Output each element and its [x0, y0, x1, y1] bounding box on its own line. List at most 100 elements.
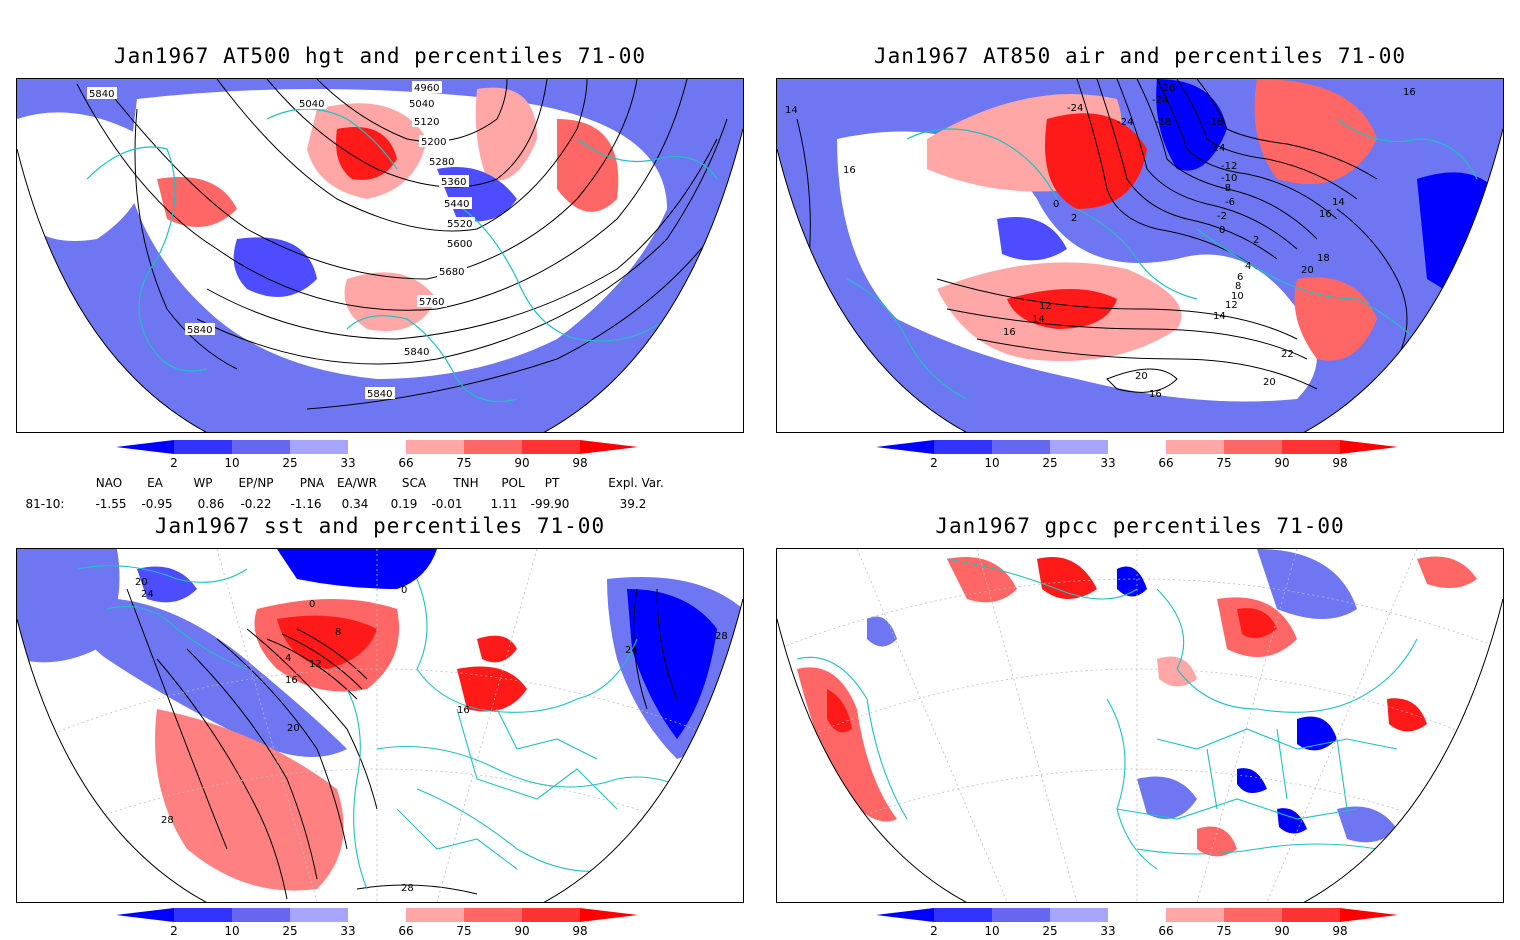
indices-header-row: NAO EA WP EP/NP PNA EA/WR SCA TNH POL PT… — [0, 476, 760, 492]
svg-text:5680: 5680 — [439, 267, 464, 278]
indices-value-row: 81-10: -1.55 -0.95 0.86 -0.22 -1.16 0.34… — [0, 497, 760, 513]
svg-text:0: 0 — [401, 585, 407, 596]
colorbar-tick-label: 98 — [572, 456, 587, 470]
colorbar-tick-label: 98 — [572, 924, 587, 938]
shading-positive-northeast — [1254, 79, 1377, 184]
colorbar-tick-label: 33 — [1100, 456, 1115, 470]
svg-text:28: 28 — [161, 815, 174, 826]
svg-text:0: 0 — [1219, 225, 1225, 236]
index-value-pol: 1.11 — [490, 497, 518, 511]
contour-labels: 5840 5040 4960 5040 5120 5200 5280 5360 … — [87, 81, 475, 400]
index-value-expl-var: 39.2 — [619, 497, 647, 511]
shading-strong-positive-central — [1007, 289, 1117, 329]
svg-text:16: 16 — [843, 165, 856, 176]
svg-text:-24: -24 — [1152, 95, 1168, 106]
colorbar-segment — [232, 908, 290, 922]
hemisphere-edge — [777, 598, 1503, 902]
coastlines — [846, 118, 1478, 400]
colorbar-segment — [1224, 908, 1282, 922]
graticule — [777, 549, 1503, 902]
colorbar-segment — [1050, 908, 1108, 922]
svg-text:6: 6 — [1237, 272, 1243, 283]
svg-text:20: 20 — [1263, 377, 1276, 388]
colorbar-tick-label: 98 — [1332, 924, 1347, 938]
svg-text:16: 16 — [285, 675, 298, 686]
colorbar-segment — [464, 440, 522, 454]
index-header-tnh: TNH — [453, 476, 479, 490]
svg-text:5840: 5840 — [89, 89, 114, 100]
svg-text:0: 0 — [1053, 199, 1059, 210]
colorbar-segment — [1108, 908, 1166, 922]
svg-text:10: 10 — [1231, 291, 1244, 302]
colorbar-tick-label: 66 — [1158, 924, 1173, 938]
coastlines-and-borders — [796, 558, 1418, 870]
svg-text:16: 16 — [1003, 327, 1016, 338]
colorbar-segment — [348, 908, 406, 922]
map-panel-hgt500: 5840 5040 4960 5040 5120 5200 5280 5360 … — [16, 78, 744, 433]
map-panel-sst: 24 20 0 0 4 8 12 16 20 24 28 28 28 16 — [16, 548, 744, 903]
svg-text:4: 4 — [285, 653, 291, 664]
hemisphere-edge — [17, 598, 743, 902]
index-header-pol: POL — [501, 476, 525, 490]
svg-text:-14: -14 — [1209, 143, 1225, 154]
svg-text:12: 12 — [1039, 301, 1052, 312]
index-header-eawr: EA/WR — [336, 476, 378, 490]
shading-strong-negative-north — [1156, 79, 1227, 171]
colorbar-segment — [1166, 440, 1224, 454]
hemisphere-edge — [17, 128, 743, 432]
svg-text:5840: 5840 — [187, 325, 212, 336]
colorbar-segment — [1166, 908, 1224, 922]
index-header-sca: SCA — [401, 476, 427, 490]
colorbar-segment — [876, 908, 934, 922]
svg-text:20: 20 — [1301, 265, 1314, 276]
shading-strong-negative-east — [627, 589, 717, 739]
map-hgt500: 5840 5040 4960 5040 5120 5200 5280 5360 … — [17, 79, 743, 432]
svg-text:28: 28 — [401, 883, 414, 894]
map-panel-gpcc — [776, 548, 1504, 903]
svg-text:4: 4 — [1245, 261, 1251, 272]
svg-text:5120: 5120 — [414, 117, 439, 128]
index-header-expl-var: Expl. Var. — [608, 476, 664, 490]
index-header-wp: WP — [193, 476, 213, 490]
svg-text:-12: -12 — [1221, 161, 1237, 172]
shading-strong-positive — [336, 127, 397, 180]
colorbar-tick-label: 33 — [1100, 924, 1115, 938]
svg-text:5360: 5360 — [441, 177, 466, 188]
colorbar-segment — [934, 440, 992, 454]
svg-text:16: 16 — [1149, 389, 1162, 400]
panel-title-gpcc: Jan1967 gpcc percentiles 71-00 — [935, 514, 1345, 538]
colorbar-tick-label: 25 — [1042, 456, 1057, 470]
colorbar-tick-label: 2 — [930, 456, 938, 470]
svg-text:-18: -18 — [1207, 117, 1223, 128]
svg-text:5840: 5840 — [404, 347, 429, 358]
height-contours — [76, 79, 728, 410]
svg-text:5760: 5760 — [419, 297, 444, 308]
colorbar-tick-label: 90 — [514, 456, 529, 470]
colorbar-segment — [1282, 440, 1340, 454]
colorbar-tick-label: 2 — [170, 924, 178, 938]
svg-text:20: 20 — [1135, 371, 1148, 382]
indices-row-label: 81-10: — [25, 497, 65, 511]
colorbar-segment — [174, 440, 232, 454]
colorbar-segment — [992, 908, 1050, 922]
svg-text:-24: -24 — [1117, 117, 1133, 128]
svg-text:22: 22 — [1281, 349, 1294, 360]
svg-text:-2: -2 — [1217, 211, 1227, 222]
shading-positive-north — [475, 87, 537, 181]
map-air850: 14 16 -24 -26 -24 -24 -18 -18 -14 -12 -1… — [777, 79, 1503, 432]
colorbar-segment — [406, 440, 464, 454]
svg-text:14: 14 — [1332, 197, 1345, 208]
colorbar-segment — [1340, 908, 1398, 922]
colorbar-segment — [406, 908, 464, 922]
svg-text:5840: 5840 — [367, 389, 392, 400]
index-header-epnp: EP/NP — [238, 476, 274, 490]
index-header-nao: NAO — [95, 476, 123, 490]
colorbar-segment — [934, 908, 992, 922]
shading-negative-labrador — [137, 566, 197, 603]
temperature-contours — [796, 79, 1408, 393]
index-value-tnh: -0.01 — [431, 497, 463, 511]
colorbar-tick-label: 25 — [1042, 924, 1057, 938]
panel-title-hgt500: Jan1967 AT500 hgt and percentiles 71-00 — [113, 44, 647, 68]
colorbar-tick-label: 2 — [170, 456, 178, 470]
svg-text:-18: -18 — [1155, 117, 1171, 128]
